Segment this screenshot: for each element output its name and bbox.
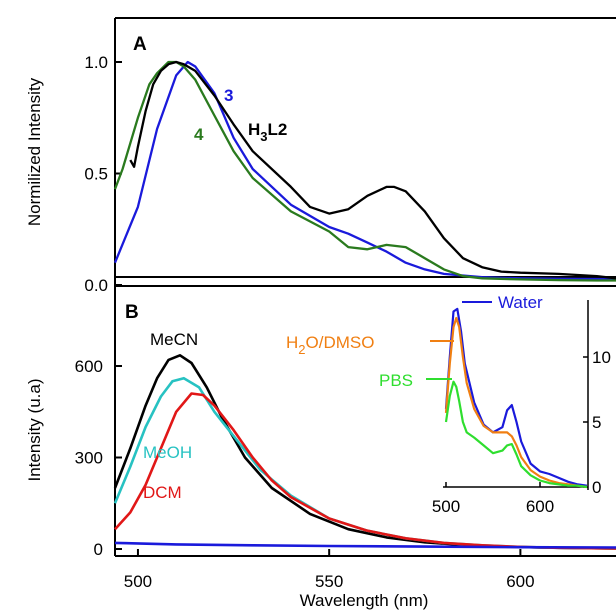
panel-a-series — [113, 60, 616, 282]
inset-xtick-label: 600 — [526, 497, 554, 516]
dcm-label: DCM — [143, 483, 182, 502]
panel-a-ytick-label: 0.5 — [84, 165, 108, 184]
meoh-label: MeOH — [143, 443, 192, 462]
pbs-label: PBS — [379, 371, 413, 390]
panel-a-ytick-label: 0.0 — [84, 276, 108, 295]
h2o-dmso-label: H2O/DMSO — [286, 333, 374, 357]
inset-series — [444, 307, 588, 489]
h3l2-sub: 3 — [260, 129, 267, 144]
series-line-h3l2 — [129, 60, 616, 280]
series-line-inset-h2o-dmso — [444, 316, 588, 489]
panel-a-label: A — [133, 34, 147, 55]
h3l2-h: H — [248, 120, 260, 139]
series-line-inset-water — [444, 307, 588, 487]
h2o-h: H — [286, 333, 298, 352]
panel-b-series — [113, 353, 616, 550]
panel-b-xtick-label: 600 — [506, 572, 534, 591]
series-line-3 — [113, 60, 616, 281]
panel-b-y-ticks: 0 300 600 — [75, 357, 122, 559]
series-line-inset-pbs — [444, 380, 588, 489]
inset-ytick-label: 0 — [592, 478, 601, 497]
panel-b-xtick-label: 500 — [124, 572, 152, 591]
panel-b-label: B — [125, 302, 139, 323]
inset-ytick-label: 5 — [592, 413, 601, 432]
series-line-4 — [113, 60, 616, 282]
inset-ticks: 500 600 0 5 10 — [432, 348, 611, 516]
panel-a-y-ticks: 0.0 0.5 1.0 — [84, 53, 122, 295]
series-line-meoh — [113, 376, 616, 550]
series-line-dcm — [114, 392, 616, 550]
series-h3l2-label: H3L2 — [248, 120, 287, 144]
panel-b-ytick-label: 600 — [75, 357, 103, 376]
panel-a-ytick-label: 1.0 — [84, 53, 108, 72]
water-label: Water — [498, 293, 543, 312]
h2o-sub: 2 — [298, 342, 305, 357]
mecn-label: MeCN — [150, 330, 198, 349]
inset-xtick-label: 500 — [432, 497, 460, 516]
panel-b-ylabel: Intensity (u.a) — [25, 379, 44, 482]
panel-b-ytick-label: 0 — [94, 540, 103, 559]
series-line-baseline-3 — [114, 541, 616, 549]
h2o-rest: O/DMSO — [306, 333, 375, 352]
inset: 500 600 0 5 10 Water H2O/DMSO PBS — [286, 293, 611, 516]
h3l2-rest: L2 — [268, 120, 288, 139]
panel-a-ylabel: Normilized Intensity — [25, 77, 44, 226]
panel-b-ytick-label: 300 — [75, 449, 103, 468]
panel-b: 0 300 600 500 550 600 B Intensity (u.a) Wave… — [25, 285, 616, 610]
panel-b-xlabel: Wavelength (nm) — [300, 591, 429, 610]
panel-a: 0.00.51.0 A Normilized Intensity 3 4 H3L… — [25, 17, 616, 295]
panel-b-xtick-label: 550 — [315, 572, 343, 591]
series-4-label: 4 — [194, 125, 204, 144]
panel-b-x-ticks: 500 550 600 — [124, 549, 535, 591]
inset-ytick-label: 10 — [592, 348, 611, 367]
series-3-label: 3 — [224, 86, 233, 105]
